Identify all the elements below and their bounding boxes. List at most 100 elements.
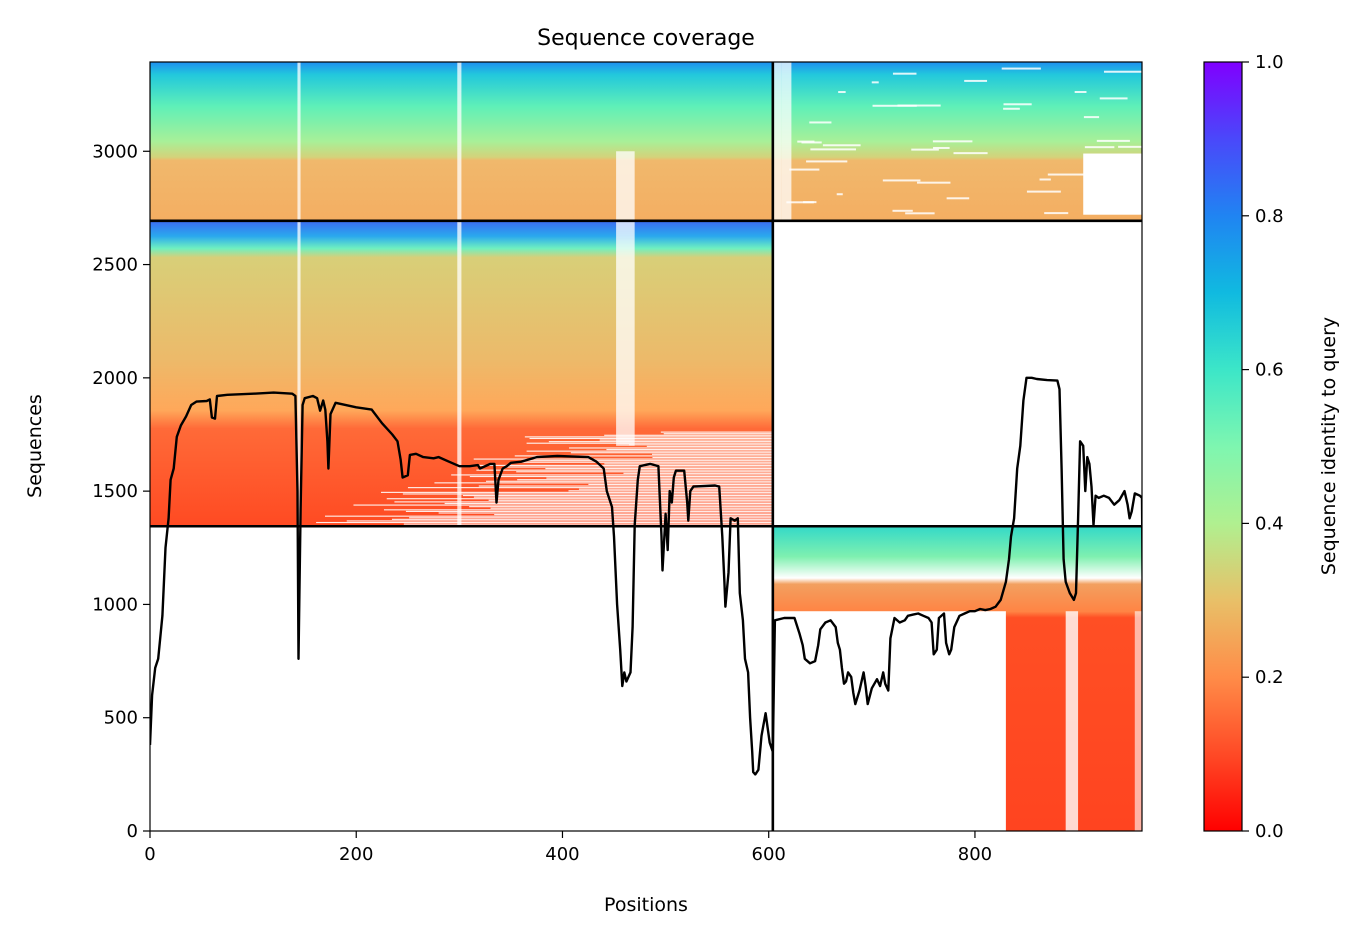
gap-streak xyxy=(325,515,773,517)
gap-streak xyxy=(1096,139,1130,142)
gap-streak xyxy=(469,475,773,478)
gap-column xyxy=(616,151,635,221)
coverage-line xyxy=(150,376,1142,776)
gap-streak xyxy=(438,512,773,514)
gap-streak xyxy=(1118,145,1142,148)
y-axis-label: Sequences xyxy=(24,394,46,498)
gap-streak xyxy=(517,479,773,481)
gap-streak xyxy=(953,152,988,155)
gap-streak xyxy=(892,209,913,212)
gap-streak xyxy=(933,146,950,149)
gap-column xyxy=(457,62,462,527)
gap-streak xyxy=(789,168,820,171)
gap-streak xyxy=(472,464,773,466)
gap-streak xyxy=(588,483,773,486)
gap-region xyxy=(1083,153,1142,215)
gap-streak xyxy=(525,460,773,462)
gap-streak xyxy=(346,520,773,522)
gap-streak xyxy=(646,445,773,447)
gap-streak xyxy=(806,160,848,163)
gap-streak xyxy=(1039,178,1051,181)
gap-streak xyxy=(599,439,773,441)
gap-streak xyxy=(801,141,822,144)
gap-streak xyxy=(462,494,773,497)
y-tick-label: 500 xyxy=(104,708,138,729)
gap-streak xyxy=(802,201,817,204)
gap-streak xyxy=(529,437,773,440)
gap-streak xyxy=(1074,91,1087,94)
gap-streak xyxy=(606,448,773,451)
x-tick-label: 800 xyxy=(958,844,992,865)
chart-title: Sequence coverage xyxy=(537,26,755,51)
gap-streak xyxy=(451,474,773,476)
gap-streak xyxy=(604,463,773,465)
gap-streak xyxy=(478,485,773,487)
gap-streak xyxy=(1003,107,1020,110)
gap-streak xyxy=(516,471,773,473)
colorbar-tick-label: 0.6 xyxy=(1255,360,1284,381)
gap-streak xyxy=(569,447,773,449)
x-axis-ticks: 0 200 400 600 800 xyxy=(144,831,992,865)
gap-streak xyxy=(932,140,973,143)
gap-streak xyxy=(524,436,773,438)
gap-streak xyxy=(1094,195,1127,198)
gap-streak xyxy=(521,461,773,463)
gap-column xyxy=(616,220,635,446)
gap-streak xyxy=(1001,67,1041,70)
gap-streak xyxy=(409,517,773,519)
gap-streak xyxy=(872,104,917,107)
gap-streak xyxy=(897,104,941,107)
gap-column xyxy=(781,62,792,221)
gap-streak xyxy=(911,148,939,151)
gap-streak xyxy=(434,482,773,484)
gap-streak xyxy=(316,521,773,524)
gap-streak xyxy=(604,434,773,436)
gap-streak xyxy=(391,518,773,520)
gap-streak xyxy=(652,453,773,455)
gap-streak xyxy=(469,506,773,508)
gap-streak xyxy=(526,442,773,444)
gap-streak xyxy=(809,121,832,124)
gap-streak xyxy=(578,488,773,490)
gap-streak xyxy=(1047,173,1089,176)
x-tick-label: 400 xyxy=(545,844,579,865)
gap-streak xyxy=(1084,146,1115,149)
gap-streak xyxy=(964,79,988,82)
y-tick-label: 1000 xyxy=(92,594,138,615)
gap-streak xyxy=(836,193,843,196)
gap-streak xyxy=(1003,103,1032,106)
gap-streak xyxy=(402,493,773,495)
gap-column xyxy=(772,62,782,221)
gap-streak xyxy=(488,499,773,501)
gap-streak xyxy=(473,496,773,498)
empty-region xyxy=(772,220,1142,527)
gap-column xyxy=(1065,611,1079,831)
gap-streak xyxy=(1083,116,1100,119)
gap-streak xyxy=(526,450,773,452)
gap-streak xyxy=(871,81,879,84)
plot-area xyxy=(150,62,1142,831)
colorbar: 0.0 0.2 0.4 0.6 0.8 1.0 Sequence identity to … xyxy=(1203,52,1340,842)
gap-streak xyxy=(892,72,917,75)
gap-streak xyxy=(1044,212,1069,215)
gap-streak xyxy=(1026,190,1061,193)
colorbar-label: Sequence identity to query xyxy=(1318,317,1340,575)
gap-streak xyxy=(386,498,773,500)
gap-streak xyxy=(394,501,773,503)
gap-column xyxy=(297,62,301,527)
gap-streak xyxy=(946,197,970,200)
colorbar-tick-label: 0.8 xyxy=(1255,206,1284,227)
gap-streak xyxy=(405,510,773,512)
plot-frame xyxy=(149,61,1143,832)
y-tick-label: 2500 xyxy=(92,255,138,276)
gap-streak xyxy=(810,148,856,151)
y-axis-ticks: 0 500 1000 1500 2000 2500 3000 xyxy=(92,141,150,842)
gap-column xyxy=(1134,611,1142,831)
y-tick-label: 1500 xyxy=(92,481,138,502)
gap-streak xyxy=(838,91,846,94)
gap-streak xyxy=(353,504,773,506)
gap-streak xyxy=(407,487,773,489)
gap-streak xyxy=(514,455,773,457)
colorbar-tick-label: 0.4 xyxy=(1255,513,1284,534)
gap-streak xyxy=(473,458,773,460)
